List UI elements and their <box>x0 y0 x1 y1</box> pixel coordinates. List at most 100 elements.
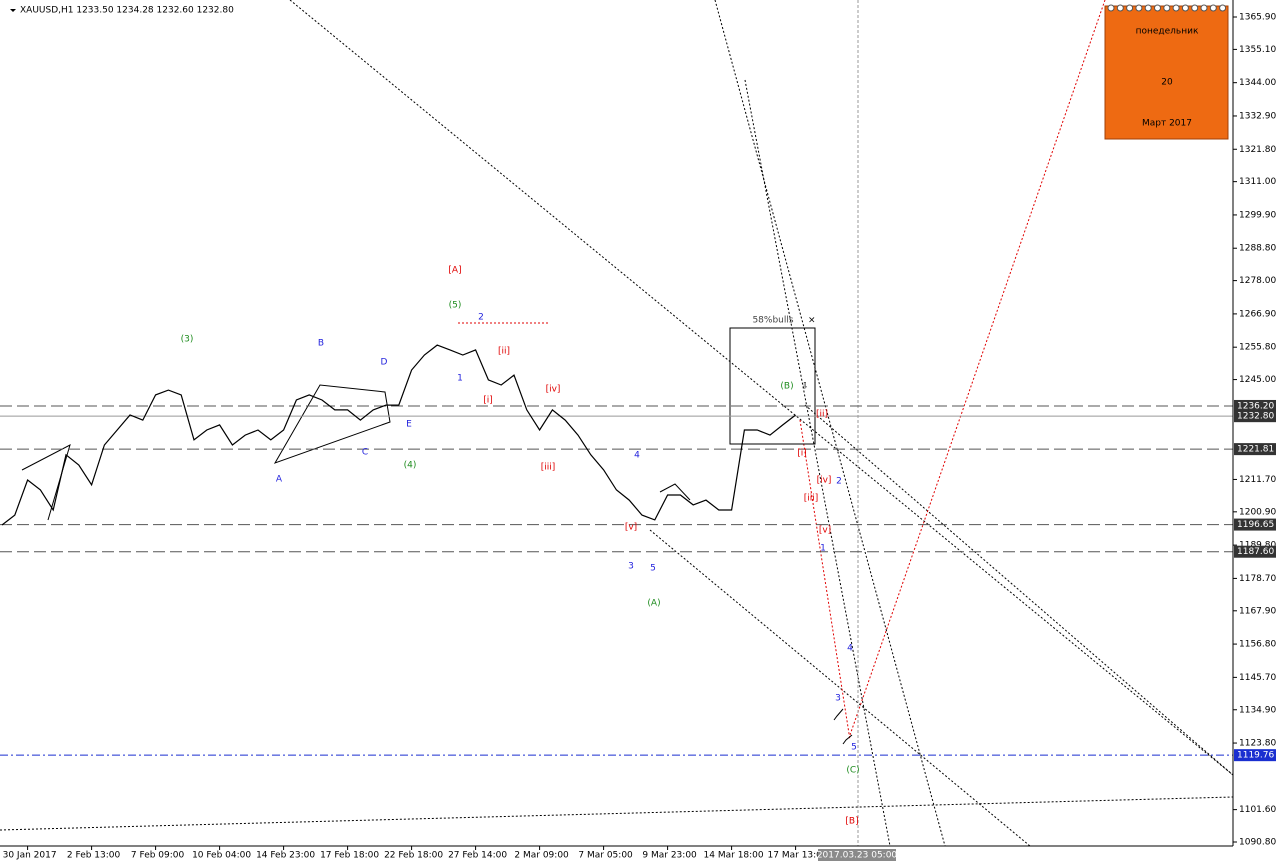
symbol-info: XAUUSD,H1 1233.50 1234.28 1232.60 1232.8… <box>20 6 234 16</box>
wave-label: C <box>362 448 368 458</box>
y-tick-label: 1245.00 <box>1239 375 1276 385</box>
x-tick-label: 7 Mar 05:00 <box>578 851 633 861</box>
level-label: 1221.81 <box>1237 445 1274 455</box>
x-tick-label: 30 Jan 2017 <box>3 851 57 861</box>
arrow: ⇩ <box>801 382 809 392</box>
calendar-month: Март 2017 <box>1142 119 1192 129</box>
menu-arrow <box>10 9 16 12</box>
level-label: 1232.80 <box>1237 412 1274 422</box>
plot: (3) B D [A] (5) 2 1 [ii] [i] [iv] [iii] E C (4) A 4 [v] 3… <box>1 266 860 827</box>
ring <box>1144 4 1152 12</box>
wave-label: [ii] <box>816 410 828 420</box>
trend-lines <box>0 0 1234 847</box>
wave-label: [ii] <box>498 347 510 357</box>
x-tick-label: 2 Mar 09:00 <box>514 851 569 861</box>
wave-label: (B) <box>780 382 793 392</box>
ring <box>1135 4 1143 12</box>
wave-label: A <box>276 475 283 485</box>
x-tick-label: 14 Feb 23:00 <box>256 851 315 861</box>
y-tick-label: 1321.80 <box>1239 145 1276 155</box>
wave-label: (A) <box>647 599 660 609</box>
x-tick-label: 17 Feb 18:00 <box>320 851 379 861</box>
cursor-time-box <box>818 849 896 861</box>
wave-label: 5 <box>650 564 656 574</box>
rings <box>1107 4 1227 12</box>
x-tick-label: 10 Feb 04:00 <box>192 851 251 861</box>
wave-label: 5 <box>851 743 857 753</box>
triangle <box>21 444 71 521</box>
y-tick-label: 1332.90 <box>1239 111 1276 121</box>
calendar: понедельник 20 Март 2017 <box>1104 4 1229 140</box>
y-tick-label: 1278.00 <box>1239 276 1276 286</box>
level-box <box>1234 749 1276 762</box>
wave-label: 2 <box>478 313 484 323</box>
projection-line <box>849 0 1106 736</box>
wave-label: (C) <box>846 766 859 776</box>
wave-label: B <box>318 339 324 349</box>
y-tick-label: 1344.00 <box>1239 78 1276 88</box>
y-tick-label: 1189.80 <box>1239 541 1276 551</box>
x-tick-label: 9 Mar 23:00 <box>642 851 697 861</box>
wave-label: [iv] <box>546 385 561 395</box>
wave-label: 1 <box>820 544 826 554</box>
y-tick-label: 1134.90 <box>1239 705 1276 715</box>
y-tick-label: 1211.70 <box>1239 475 1276 485</box>
wave-label: [B] <box>845 817 858 827</box>
x-tick-label: 14 Mar 18:00 <box>704 851 764 861</box>
level-box <box>1234 545 1276 558</box>
y-tick-label: 1299.90 <box>1239 210 1276 220</box>
y-tick-label: 1255.80 <box>1239 343 1276 353</box>
ring <box>1154 4 1161 12</box>
checkmarks <box>833 708 853 745</box>
box <box>729 327 816 445</box>
y-tick-label: 1288.80 <box>1239 244 1276 254</box>
level-box <box>1234 518 1276 531</box>
wave-label: (3) <box>181 335 194 345</box>
level-label: 1119.76 <box>1237 751 1274 761</box>
x-tick-label: 2 Feb 13:00 <box>67 851 121 861</box>
projection-line <box>799 419 851 741</box>
y-tick-label: 1266.90 <box>1239 309 1276 319</box>
ring <box>1107 4 1115 12</box>
x-tick-label: 22 Feb 18:00 <box>384 851 443 861</box>
level-label: 1187.60 <box>1237 547 1274 557</box>
y-tick-label: 1145.70 <box>1239 673 1276 683</box>
triangle <box>273 384 391 464</box>
ring <box>1200 4 1208 12</box>
wave-label: [iv] <box>817 476 832 486</box>
wave-label: [A] <box>448 266 461 276</box>
price-line <box>1 344 796 526</box>
wave-label: [iii] <box>804 494 819 504</box>
y-tick-label: 1200.90 <box>1239 507 1276 517</box>
level-box <box>1234 399 1276 412</box>
wave-label: 4 <box>847 644 853 654</box>
y-tick-label: 1355.10 <box>1239 45 1276 55</box>
x-tick-label: 7 Feb 09:00 <box>131 851 185 861</box>
ring <box>1172 4 1180 12</box>
note: 58%bulls <box>752 316 793 326</box>
levels <box>0 405 1233 756</box>
x-tick-label: 27 Feb 14:00 <box>448 851 507 861</box>
trend-line <box>0 796 1234 831</box>
y-tick-label: 1123.80 <box>1239 739 1276 749</box>
wave-label: E <box>406 420 412 430</box>
wave-label: (5) <box>449 301 462 311</box>
wave-label: [v] <box>625 523 637 533</box>
trend-line <box>289 0 1234 776</box>
ring <box>1126 4 1134 12</box>
trend-line <box>744 79 891 847</box>
wave-label: [v] <box>819 526 831 536</box>
ring <box>1191 4 1199 12</box>
triangle <box>659 483 691 501</box>
projection-lines <box>458 0 1106 741</box>
ring <box>1181 4 1189 12</box>
wave-label: [i] <box>797 449 807 459</box>
y-tick-label: 1167.90 <box>1239 606 1276 616</box>
wave-label: 4 <box>634 451 640 461</box>
y-tick-label: 1178.70 <box>1239 574 1276 584</box>
wave-label: D <box>381 358 388 368</box>
wave-label: 3 <box>628 562 634 572</box>
y-tick-label: 1101.60 <box>1239 805 1276 815</box>
calendar-day: 20 <box>1161 78 1173 88</box>
